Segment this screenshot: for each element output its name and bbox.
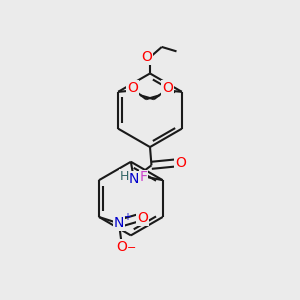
Text: O: O bbox=[116, 240, 127, 254]
Text: N: N bbox=[129, 172, 139, 186]
Text: N: N bbox=[114, 217, 124, 230]
Text: O: O bbox=[137, 211, 148, 225]
Text: −: − bbox=[127, 243, 136, 253]
Text: O: O bbox=[127, 81, 138, 95]
Text: O: O bbox=[175, 156, 186, 170]
Text: O: O bbox=[162, 81, 173, 95]
Text: +: + bbox=[123, 212, 131, 222]
Text: H: H bbox=[120, 170, 129, 183]
Text: O: O bbox=[141, 50, 152, 64]
Text: F: F bbox=[139, 170, 147, 184]
